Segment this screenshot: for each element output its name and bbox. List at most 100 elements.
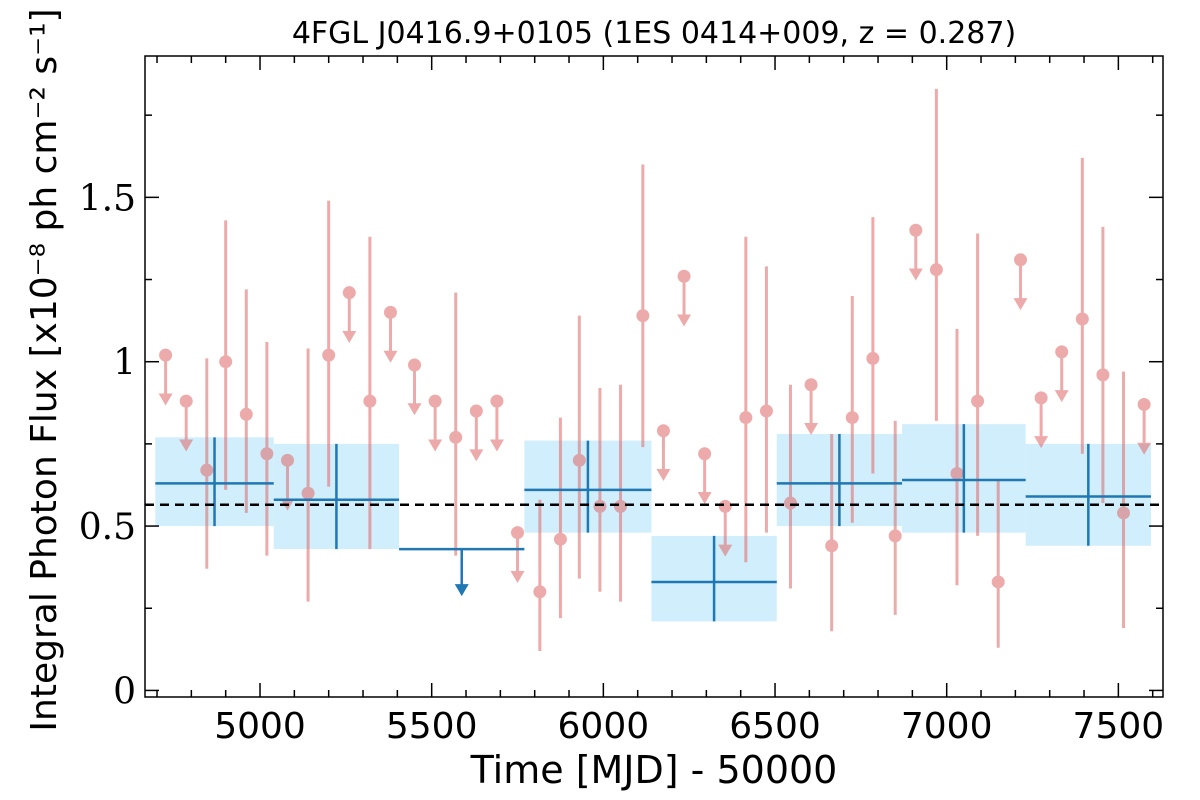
y-tick-label: 1.5	[79, 178, 136, 219]
upper-limit-arrow	[697, 492, 712, 505]
fine-bin-point	[804, 378, 819, 436]
fine-bin-point	[614, 384, 628, 602]
data-marker	[991, 575, 1005, 589]
data-marker	[825, 539, 839, 553]
y-tick-label: 1	[113, 343, 136, 384]
fine-bin-point	[322, 200, 336, 487]
data-marker	[490, 394, 504, 408]
data-marker	[428, 394, 442, 408]
upper-limit-arrow	[158, 393, 173, 406]
data-marker	[383, 305, 397, 319]
data-marker	[718, 499, 732, 513]
coarse-bin-point	[273, 443, 400, 550]
fine-bin-point	[572, 315, 586, 579]
fine-bin-point	[428, 394, 443, 452]
data-marker	[759, 404, 773, 418]
coarse-bin-point	[902, 424, 1026, 533]
upper-limit-arrow	[656, 469, 671, 482]
data-marker	[677, 269, 691, 283]
data-marker	[511, 526, 525, 540]
fine-bin-point	[971, 233, 985, 536]
data-marker	[1137, 397, 1151, 411]
data-marker	[804, 378, 818, 392]
data-marker	[260, 447, 274, 461]
upper-limit-arrow	[342, 330, 357, 343]
fine-bin-point	[866, 217, 880, 474]
plot-layer: 5000 5500 6000 6500 7000 7500 0 0.5 1 1.5	[79, 55, 1164, 747]
fine-bin-point	[489, 394, 504, 452]
data-marker	[159, 348, 173, 362]
upper-limit-arrow	[1034, 436, 1049, 449]
fine-bin-point	[677, 269, 692, 327]
upper-limit-arrow	[489, 439, 504, 452]
fine-bin-point	[759, 266, 773, 533]
data-marker	[783, 496, 797, 510]
x-tick-label: 6000	[558, 706, 650, 747]
data-marker	[469, 404, 483, 418]
x-tick-label: 5500	[386, 706, 478, 747]
fine-bin-point	[656, 424, 671, 482]
fine-bin-point	[260, 341, 274, 556]
data-marker	[614, 499, 628, 513]
fine-bin-point	[239, 289, 253, 513]
data-marker	[301, 486, 315, 500]
fine-bin-point	[845, 295, 859, 523]
x-axis-label: Time [MJD] - 50000	[470, 748, 838, 792]
data-marker	[200, 463, 214, 477]
fine-bin-point	[1034, 391, 1049, 449]
chart-title: 4FGL J0416.9+0105 (1ES 0414+009, z = 0.2…	[292, 16, 1016, 51]
coarse-bin-point	[776, 434, 903, 527]
fine-bin-point	[407, 358, 422, 416]
fine-bin-point	[301, 348, 315, 602]
fine-bin-point	[1013, 253, 1028, 311]
data-marker	[950, 466, 964, 480]
upper-limit-arrow	[510, 570, 525, 583]
data-marker	[888, 529, 902, 543]
data-marker	[553, 532, 567, 546]
upper-limit-arrow	[1054, 390, 1069, 403]
data-marker	[179, 394, 193, 408]
data-marker	[219, 355, 233, 369]
fine-bin-point	[158, 348, 173, 406]
upper-limit-arrow	[454, 584, 469, 597]
coarse-bin-point	[155, 437, 274, 527]
fine-bin-point	[991, 480, 1005, 648]
fine-bin-point	[553, 417, 567, 619]
upper-limit-arrow	[469, 449, 484, 462]
upper-limit-arrow	[804, 423, 819, 436]
fine-bin-point	[363, 236, 377, 550]
data-marker	[656, 424, 670, 438]
fine-bin-point	[200, 358, 214, 569]
data-marker	[636, 309, 650, 323]
coarse-bin-point	[399, 547, 525, 597]
y-axis-label: Integral Photon Flux [x10⁻⁸ ph cm⁻² s⁻¹]	[24, 8, 65, 731]
coarse-bin-point	[1025, 443, 1151, 546]
data-marker	[1096, 368, 1110, 382]
data-marker	[572, 453, 586, 467]
coarse-bin-point	[524, 440, 652, 533]
fine-bin-point	[342, 286, 357, 343]
fine-bin-point	[1137, 397, 1152, 455]
data-marker	[1014, 253, 1028, 267]
data-marker	[739, 411, 753, 425]
x-tick-label: 5000	[214, 706, 306, 747]
fine-bin-point	[280, 453, 295, 511]
data-marker	[1075, 312, 1089, 326]
upper-limit-arrow	[1013, 298, 1028, 311]
fine-bin-point	[219, 220, 233, 490]
fine-bin-point	[929, 88, 943, 421]
data-marker	[909, 223, 923, 237]
data-marker	[929, 263, 943, 277]
upper-limit-arrow	[428, 439, 443, 452]
data-marker	[363, 394, 377, 408]
upper-limit-arrow	[1137, 442, 1152, 455]
x-tick-label: 6500	[729, 706, 821, 747]
fine-bin-point	[636, 164, 650, 448]
plot-frame	[144, 55, 1164, 698]
data-marker	[533, 585, 547, 599]
data-marker	[322, 348, 336, 362]
fine-bin-point	[179, 394, 194, 452]
fine-bin-point	[1096, 226, 1110, 504]
fine-bin-point	[888, 420, 902, 615]
